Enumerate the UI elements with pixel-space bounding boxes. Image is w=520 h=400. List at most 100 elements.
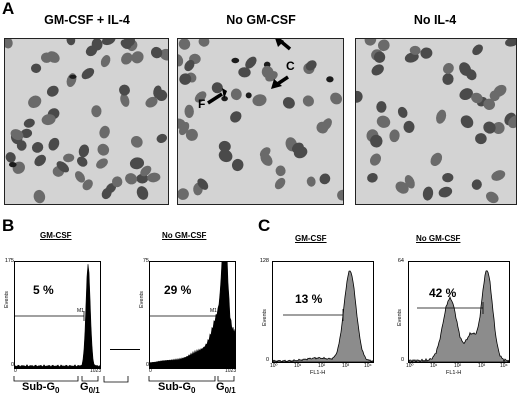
cell (356, 90, 363, 103)
c-left-yaxis-label: Events (262, 309, 268, 326)
cell (10, 129, 24, 141)
cell (78, 144, 90, 158)
panel-b-letter: B (2, 216, 15, 235)
cell (364, 39, 377, 46)
b-right-ymax: 75 (142, 258, 149, 264)
cell (63, 153, 75, 163)
micrograph-no-gm-csf: C F (177, 38, 344, 205)
cell (140, 165, 152, 177)
apoptotic-cell (231, 57, 240, 64)
b-right-gate-label: M1 (210, 308, 217, 314)
b-left-yaxis-label: Events (4, 291, 10, 308)
cell (185, 128, 198, 141)
cell (120, 93, 130, 107)
b-left-percent: 5 % (33, 283, 54, 297)
cell (505, 39, 516, 47)
gate-c-right (417, 302, 484, 314)
apoptotic-cell (245, 92, 252, 99)
b-left-g01-label: G0/1 (80, 381, 100, 396)
cell (404, 52, 419, 63)
cell (150, 46, 163, 59)
apoptotic-cell (69, 74, 77, 79)
cell (397, 106, 408, 118)
hist-b-right-title: No GM-CSF (162, 231, 207, 240)
cell (376, 101, 387, 113)
cell (178, 188, 189, 200)
hist-c-left-title: GM-CSF (295, 234, 327, 243)
cell (159, 48, 168, 61)
cell (459, 62, 472, 76)
cell (81, 68, 95, 80)
cell (438, 186, 453, 198)
b-right-yaxis-label: Events (139, 291, 145, 308)
b-left-ymax: 175 (4, 258, 14, 264)
cell (261, 65, 274, 79)
cell (66, 39, 76, 46)
cell (101, 187, 112, 200)
cell (211, 82, 223, 94)
arrow-c-2 (271, 75, 289, 89)
c-left-xtick-2: 10² (318, 363, 326, 369)
hist-c-left: 13 % (272, 261, 374, 363)
cell (395, 181, 409, 194)
apoptotic-cell (221, 96, 228, 102)
cell (74, 171, 86, 183)
cell (337, 189, 343, 201)
cell (184, 59, 195, 72)
panel-a-letter: A (2, 0, 15, 18)
cell (471, 179, 482, 190)
cell (82, 179, 93, 191)
cell (178, 39, 191, 50)
col-title-gm-csf-il4: GM-CSF + IL-4 (44, 13, 130, 27)
cell (302, 95, 314, 107)
c-right-percent: 42 % (429, 286, 457, 300)
cell (28, 95, 42, 109)
arrow-label-f: F (198, 97, 206, 111)
cell (33, 189, 46, 204)
cell (16, 140, 27, 151)
cell (483, 98, 496, 110)
col-title-no-gm-csf: No GM-CSF (226, 13, 296, 27)
cell (493, 84, 507, 97)
cell (120, 39, 132, 50)
b-left-subg0-label: Sub-G0 (22, 381, 60, 396)
cell (178, 54, 184, 67)
c-left-xtick-3: 10³ (342, 363, 350, 369)
b-right-percent: 29 % (164, 283, 192, 297)
cell (373, 51, 386, 63)
c-right-xtick-4: 10⁴ (500, 363, 508, 369)
cell (131, 51, 144, 64)
cell (129, 157, 145, 170)
cell (420, 47, 433, 59)
cell (475, 133, 487, 145)
cell (252, 94, 267, 107)
col-title-no-il4: No IL-4 (413, 13, 457, 27)
hist-b-right: 29 % M1 (149, 261, 236, 369)
cell (97, 143, 110, 156)
cell (198, 39, 210, 47)
cell (76, 156, 88, 167)
cell (111, 176, 123, 188)
cell (194, 91, 207, 103)
cell (319, 173, 331, 185)
cell (218, 140, 231, 152)
cell (491, 170, 506, 181)
c-left-ymax: 128 (259, 258, 269, 264)
c-right-xtick-0: 10⁰ (406, 363, 414, 369)
cell (430, 152, 443, 167)
cell (197, 178, 209, 190)
apoptotic-cell (326, 76, 334, 83)
cell (369, 153, 382, 166)
cell (377, 39, 390, 52)
cell (442, 172, 454, 183)
c-right-xtick-2: 10² (454, 363, 462, 369)
cell (130, 135, 143, 148)
c-left-percent: 13 % (295, 292, 323, 306)
cell (23, 118, 35, 128)
c-right-xtick-1: 10¹ (430, 363, 438, 369)
cell (274, 177, 286, 190)
arrow-f (207, 88, 227, 105)
cell (321, 118, 332, 131)
cell (472, 44, 483, 56)
cell (460, 115, 474, 129)
